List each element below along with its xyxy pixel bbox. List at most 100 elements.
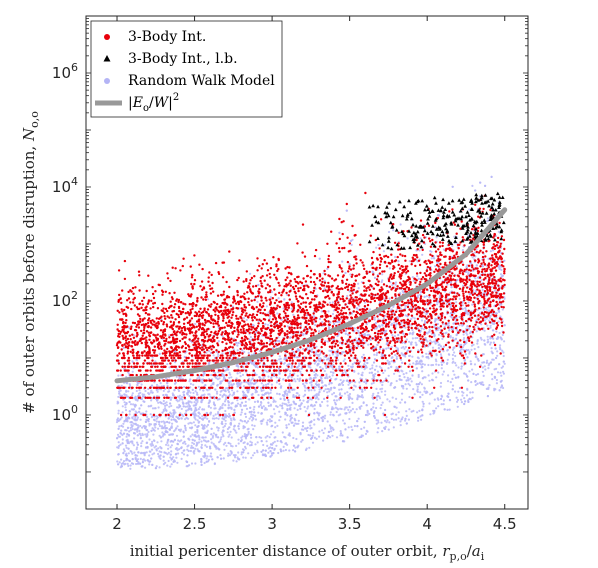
random-walk-point xyxy=(482,374,485,377)
random-walk-point xyxy=(377,391,380,395)
random-walk-point xyxy=(214,375,217,379)
random-walk-point xyxy=(120,429,123,432)
random-walk-point xyxy=(439,397,443,401)
random-walk-point xyxy=(208,419,211,423)
random-walk-point xyxy=(321,361,324,364)
random-walk-point xyxy=(404,383,407,386)
random-walk-point xyxy=(227,454,230,457)
random-walk-point xyxy=(421,370,424,373)
random-walk-point xyxy=(122,422,125,425)
random-walk-point xyxy=(442,370,445,373)
random-walk-point xyxy=(200,446,203,449)
random-walk-point xyxy=(160,451,163,454)
random-walk-point xyxy=(161,411,164,414)
random-walk-point xyxy=(491,378,494,381)
random-walk-point xyxy=(144,433,147,436)
random-walk-point xyxy=(149,443,152,446)
random-walk-point xyxy=(372,381,375,384)
random-walk-point xyxy=(251,419,254,422)
random-walk-point xyxy=(272,430,275,433)
random-walk-point xyxy=(446,408,449,411)
random-walk-point xyxy=(194,431,197,434)
random-walk-point xyxy=(269,455,272,458)
random-walk-point xyxy=(128,430,131,433)
random-walk-point xyxy=(140,412,143,415)
random-walk-point xyxy=(357,282,360,285)
random-walk-point xyxy=(143,400,146,403)
random-walk-point xyxy=(361,371,364,374)
random-walk-point xyxy=(391,333,394,337)
random-walk-point xyxy=(460,367,463,370)
random-walk-point xyxy=(131,458,134,461)
random-walk-point xyxy=(327,388,330,391)
random-walk-point xyxy=(412,362,415,365)
random-walk-point xyxy=(187,449,190,453)
random-walk-point xyxy=(366,409,369,412)
random-walk-point xyxy=(502,360,505,363)
random-walk-point xyxy=(313,362,316,365)
random-walk-point xyxy=(244,400,247,403)
random-walk-point xyxy=(191,388,194,391)
random-walk-point xyxy=(498,363,501,366)
random-walk-point xyxy=(169,465,172,468)
random-walk-point xyxy=(246,389,249,392)
random-walk-point xyxy=(139,437,142,440)
random-walk-point xyxy=(192,412,195,415)
random-walk-point xyxy=(154,467,157,470)
random-walk-point xyxy=(182,431,185,434)
random-walk-point xyxy=(286,408,289,411)
random-walk-point xyxy=(351,363,354,366)
random-walk-point xyxy=(131,392,134,395)
random-walk-point xyxy=(364,432,368,435)
random-walk-point xyxy=(232,428,235,431)
random-walk-point xyxy=(448,408,451,411)
random-walk-point xyxy=(186,393,189,396)
random-walk-point xyxy=(127,452,130,455)
random-walk-point xyxy=(281,431,284,434)
random-walk-point xyxy=(204,436,207,439)
random-walk-point xyxy=(423,387,426,390)
random-walk-point xyxy=(202,389,205,392)
random-walk-point xyxy=(239,383,242,386)
random-walk-point xyxy=(402,385,405,388)
random-walk-point xyxy=(138,432,141,435)
random-walk-point xyxy=(437,363,440,367)
random-walk-point xyxy=(260,401,263,404)
random-walk-point xyxy=(134,405,137,408)
random-walk-point xyxy=(252,408,255,411)
random-walk-point xyxy=(447,374,450,377)
random-walk-point xyxy=(138,429,141,432)
random-walk-point xyxy=(241,349,244,352)
random-walk-point xyxy=(233,408,236,412)
random-walk-point xyxy=(331,366,334,369)
random-walk-point xyxy=(179,430,182,433)
random-walk-point xyxy=(373,375,376,378)
random-walk-point xyxy=(425,352,428,355)
random-walk-point xyxy=(232,459,235,462)
random-walk-point xyxy=(356,339,359,342)
random-walk-point xyxy=(310,350,313,353)
random-walk-point xyxy=(215,417,218,420)
random-walk-point xyxy=(189,449,192,453)
random-walk-point xyxy=(471,303,474,306)
random-walk-point xyxy=(346,294,349,298)
random-walk-point xyxy=(453,373,456,376)
random-walk-point xyxy=(326,404,329,407)
random-walk-point xyxy=(215,392,219,395)
random-walk-point xyxy=(120,462,123,465)
random-walk-point xyxy=(452,370,455,373)
random-walk-point xyxy=(310,383,313,387)
random-walk-point xyxy=(186,448,189,451)
random-walk-point xyxy=(126,420,129,423)
random-walk-point xyxy=(118,390,121,393)
random-walk-point xyxy=(471,368,474,371)
random-walk-point xyxy=(373,358,377,361)
random-walk-point xyxy=(443,408,446,411)
random-walk-point xyxy=(261,393,264,396)
random-walk-point xyxy=(325,358,329,361)
random-walk-point xyxy=(405,422,408,425)
random-walk-point xyxy=(153,452,156,455)
random-walk-point xyxy=(276,424,279,427)
random-walk-point xyxy=(300,428,303,431)
random-walk-point xyxy=(214,388,217,391)
